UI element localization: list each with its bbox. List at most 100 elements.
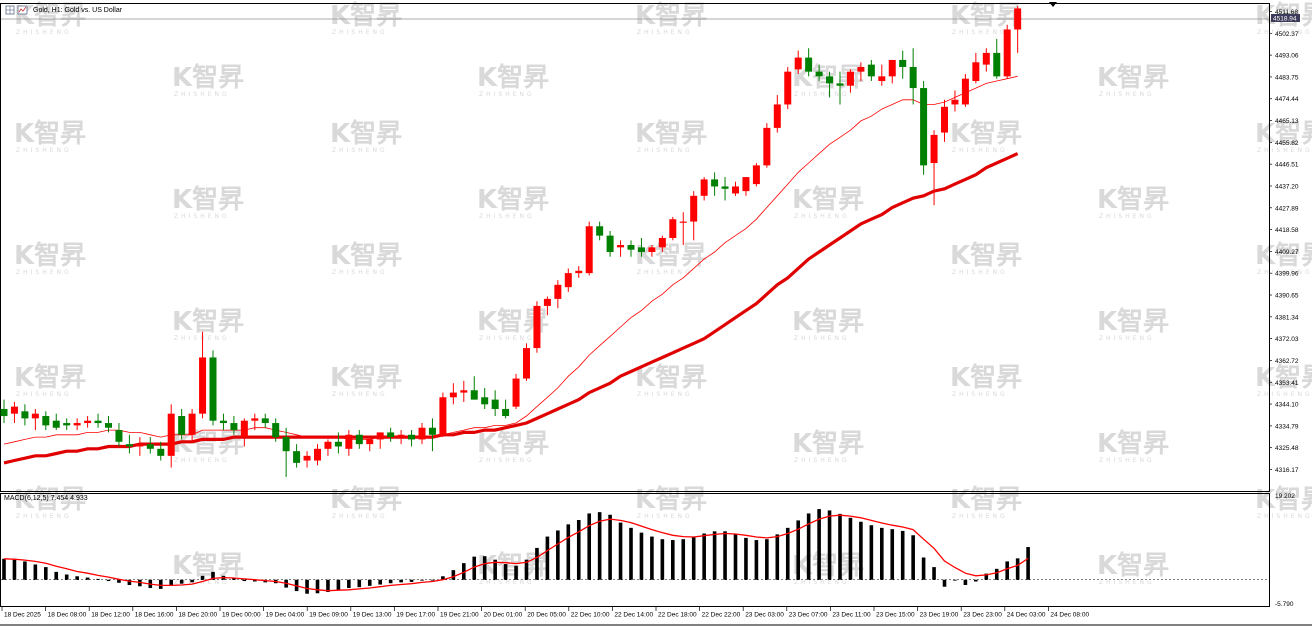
macd-label: MACD(6,12,5) 7.454 4.933	[4, 495, 88, 502]
svg-text:ZHISHENG: ZHISHENG	[16, 269, 72, 276]
candle	[1014, 6, 1022, 53]
macd-histogram-bar	[765, 539, 769, 580]
candle-body	[993, 52, 1001, 77]
svg-text:K智昇: K智昇	[635, 241, 707, 271]
candle-body	[700, 179, 708, 196]
candle-body	[105, 423, 112, 428]
macd-histogram-bar	[158, 579, 163, 589]
candle	[188, 408, 196, 442]
macd-histogram-bar	[409, 579, 414, 582]
macd-histogram-bar	[963, 579, 968, 585]
time-axis-label: 23 Dec 23:00	[963, 612, 1002, 619]
svg-text:K智昇: K智昇	[14, 1, 86, 31]
time-axis-label: 23 Dec 19:00	[920, 612, 959, 619]
price-axis-tick: 4353.41	[1275, 380, 1299, 387]
candle-body	[261, 418, 269, 424]
svg-text:K智昇: K智昇	[477, 429, 549, 459]
candle-body	[888, 59, 896, 77]
candle	[899, 50, 907, 79]
candle	[763, 123, 771, 168]
macd-histogram-bar	[900, 530, 905, 580]
chart-window-icon[interactable]	[17, 5, 28, 15]
candle	[345, 430, 353, 456]
price-axis-tick: 4390.65	[1275, 293, 1299, 300]
macd-histogram-bar	[524, 559, 529, 580]
macd-histogram-bar	[545, 536, 550, 580]
svg-text:K智昇: K智昇	[635, 1, 707, 31]
price-axis-tick: 4427.89	[1275, 205, 1299, 212]
time-axis-label: 23 Dec 03:00	[745, 612, 784, 619]
macd-histogram-bar	[639, 532, 644, 580]
svg-text:K智昇: K智昇	[172, 307, 244, 337]
svg-text:ZHISHENG: ZHISHENG	[794, 213, 850, 220]
candle-body	[763, 127, 771, 166]
price-axis-tick: 4325.48	[1275, 445, 1299, 452]
macd-histogram-bar	[629, 527, 633, 580]
candle	[387, 427, 395, 442]
candle-body	[596, 226, 604, 236]
candle	[199, 331, 207, 419]
svg-text:K智昇: K智昇	[792, 185, 864, 215]
price-axis-tick: 4409.27	[1275, 249, 1299, 256]
svg-text:K智昇: K智昇	[1097, 551, 1169, 581]
candle-body	[439, 397, 447, 435]
candle	[867, 59, 875, 82]
macd-histogram-bar	[618, 522, 623, 580]
macd-axis-tick: -5.790	[1275, 601, 1294, 608]
candle-body	[125, 444, 133, 447]
time-axis-label: 23 Dec 07:00	[789, 612, 828, 619]
time-axis-label: 19 Dec 17:00	[396, 612, 435, 619]
current-price-label: 4518.94	[1273, 16, 1297, 23]
candle-body	[972, 62, 980, 82]
candle	[115, 423, 123, 447]
svg-text:ZHISHENG: ZHISHENG	[952, 147, 1008, 154]
macd-histogram-bar	[200, 575, 205, 580]
candle-body	[366, 439, 374, 445]
macd-histogram-bar	[96, 578, 100, 580]
candle-body	[815, 71, 823, 77]
svg-text:K智昇: K智昇	[950, 363, 1022, 393]
chart-grid-icon[interactable]	[5, 5, 15, 15]
price-axis-tick: 4502.37	[1275, 31, 1299, 38]
candle	[679, 212, 687, 246]
candle-body	[878, 76, 886, 82]
price-axis-tick: 4446.51	[1275, 162, 1299, 169]
candle	[961, 74, 969, 107]
svg-text:ZHISHENG: ZHISHENG	[637, 391, 693, 398]
candle	[178, 408, 186, 440]
candle	[366, 437, 374, 452]
time-axis-label: 19 Dec 00:00	[222, 612, 261, 619]
macd-histogram-bar	[44, 567, 48, 580]
macd-histogram-bar	[1026, 547, 1030, 580]
svg-text:ZHISHENG: ZHISHENG	[794, 579, 850, 586]
candle	[136, 437, 144, 456]
candle	[408, 430, 416, 447]
svg-text:K智昇: K智昇	[950, 1, 1022, 31]
candle-body	[941, 106, 948, 133]
candle-body	[397, 434, 405, 438]
macd-histogram-bar	[388, 579, 393, 584]
macd-panel-frame	[0, 493, 1270, 607]
candle	[491, 390, 499, 417]
candle-body	[115, 430, 123, 442]
macd-histogram-bar	[754, 540, 759, 580]
macd-histogram-bar	[942, 579, 947, 587]
candle	[439, 392, 447, 438]
macd-histogram-bar	[796, 520, 800, 580]
macd-histogram-bar	[85, 577, 90, 580]
macd-indicator	[1, 509, 1269, 594]
macd-histogram-bar	[420, 579, 424, 581]
svg-text:K智昇: K智昇	[635, 119, 707, 149]
candle-body	[272, 423, 280, 438]
candle	[815, 64, 823, 82]
time-axis-label: 19 Dec 04:00	[266, 612, 305, 619]
